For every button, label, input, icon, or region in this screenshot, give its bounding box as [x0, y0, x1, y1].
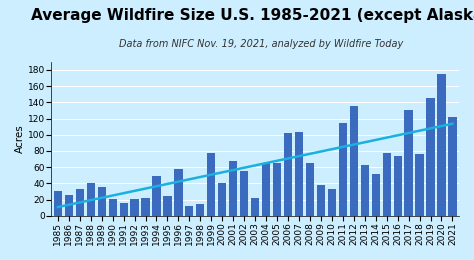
Bar: [152, 176, 161, 216]
Bar: [273, 163, 281, 216]
Bar: [438, 74, 446, 216]
Bar: [229, 161, 237, 216]
Bar: [427, 98, 435, 216]
Y-axis label: Acres: Acres: [15, 124, 25, 153]
Bar: [393, 156, 402, 216]
Bar: [339, 122, 347, 216]
Bar: [174, 169, 182, 216]
Bar: [361, 165, 369, 216]
Bar: [350, 106, 358, 216]
Bar: [54, 191, 62, 216]
Bar: [185, 206, 193, 216]
Bar: [415, 154, 424, 216]
Bar: [295, 132, 303, 216]
Bar: [76, 189, 84, 216]
Bar: [218, 183, 227, 216]
Bar: [383, 153, 391, 216]
Bar: [262, 163, 270, 216]
Bar: [448, 117, 456, 216]
Bar: [240, 171, 248, 216]
Bar: [404, 110, 413, 216]
Bar: [251, 198, 259, 216]
Bar: [65, 196, 73, 216]
Bar: [87, 183, 95, 216]
Bar: [328, 189, 336, 216]
Bar: [164, 196, 172, 216]
Bar: [109, 199, 117, 216]
Bar: [284, 133, 292, 216]
Bar: [306, 163, 314, 216]
Text: Data from NIFC Nov. 19, 2021, analyzed by Wildfire Today: Data from NIFC Nov. 19, 2021, analyzed b…: [118, 39, 403, 49]
Bar: [196, 204, 204, 216]
Bar: [130, 199, 139, 216]
Bar: [141, 198, 150, 216]
Bar: [98, 187, 106, 216]
Bar: [119, 203, 128, 216]
Text: Average Wildfire Size U.S. 1985-2021 (except Alaska): Average Wildfire Size U.S. 1985-2021 (ex…: [31, 8, 474, 23]
Bar: [207, 153, 215, 216]
Bar: [317, 185, 325, 216]
Bar: [372, 174, 380, 216]
